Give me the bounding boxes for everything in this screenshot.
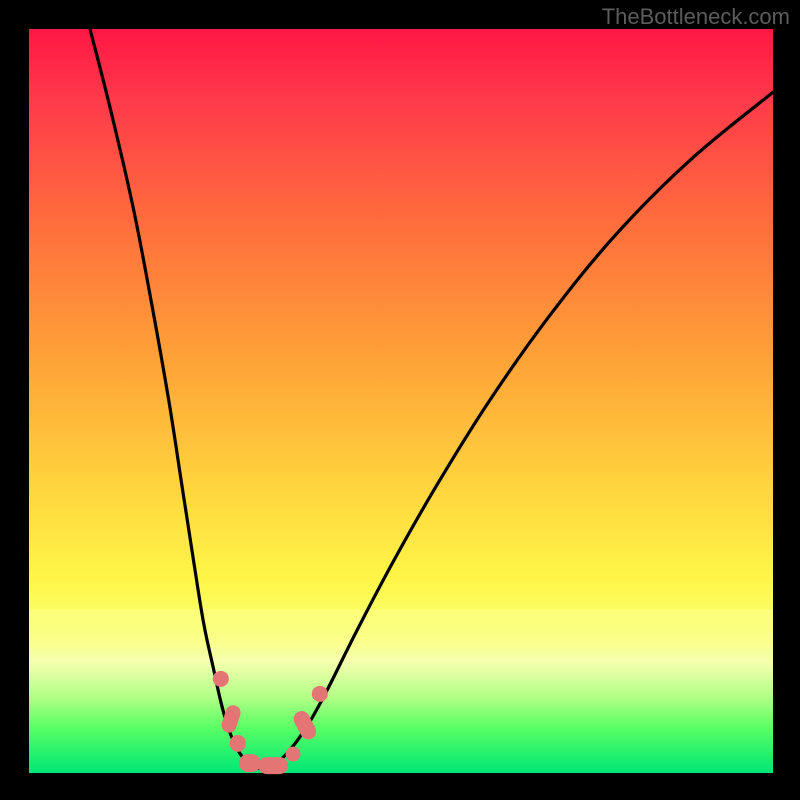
chart-plot-area: [29, 29, 773, 773]
watermark-text: TheBottleneck.com: [602, 4, 790, 30]
data-marker: [258, 757, 288, 775]
curves-svg: [29, 29, 773, 773]
left-curve: [90, 29, 260, 769]
data-marker: [286, 747, 301, 762]
right-curve: [260, 92, 773, 768]
